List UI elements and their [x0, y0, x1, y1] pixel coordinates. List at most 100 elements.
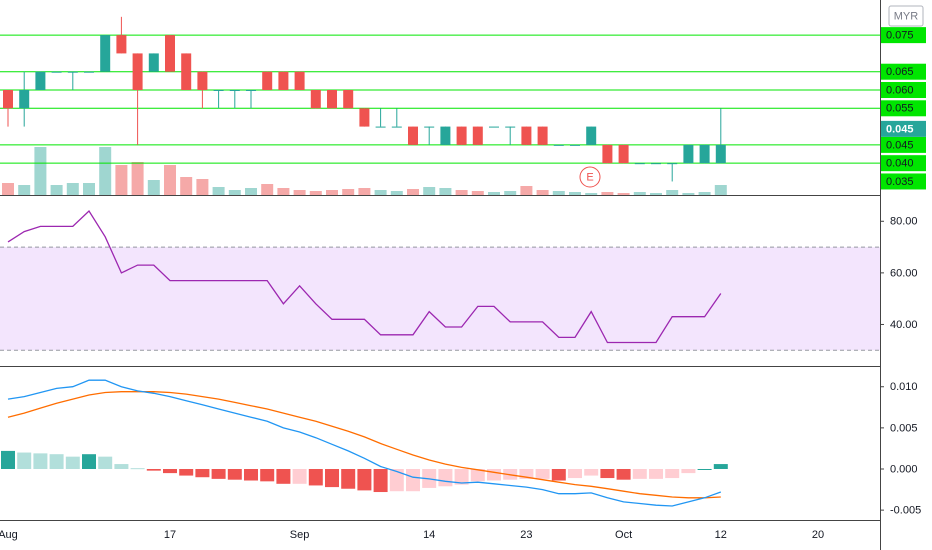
rsi-line	[7, 209, 722, 344]
macd-histogram-bar	[276, 469, 291, 484]
volume-bar	[455, 190, 468, 195]
macd-histogram-bar	[195, 469, 210, 478]
candle-body	[489, 126, 499, 128]
volume-bar	[245, 188, 257, 195]
candle-body	[440, 126, 451, 145]
volume-bar	[261, 184, 274, 195]
candle-body	[521, 126, 532, 145]
earnings-marker	[579, 166, 601, 188]
macd-histogram-bar	[163, 469, 177, 474]
macd-histogram-bar	[130, 468, 145, 470]
price-line-label: 0.065	[886, 66, 914, 78]
candle-body	[262, 71, 273, 90]
macd-histogram-bar	[65, 456, 80, 469]
volume-bar	[358, 188, 371, 195]
candle-body	[683, 144, 694, 164]
volume-bar	[471, 191, 484, 195]
y-tick-label: 80.00	[890, 216, 918, 228]
price-line-label: 0.040	[886, 158, 914, 170]
volume-bar	[633, 192, 646, 195]
volume-bar	[601, 192, 614, 195]
candle-body	[424, 126, 435, 128]
volume-bar	[99, 147, 112, 195]
x-tick-label: Aug	[0, 529, 18, 541]
macd-histogram-bar	[49, 454, 64, 469]
price-line-label: 0.055	[886, 103, 914, 115]
price-line-box	[881, 100, 926, 117]
macd-histogram-bar	[568, 469, 582, 479]
y-tick-label: 60.00	[890, 267, 918, 279]
candle-body	[715, 144, 726, 164]
candle-body	[213, 90, 224, 91]
x-tick-label: Sep	[290, 529, 310, 541]
volume-bar	[115, 165, 128, 195]
macd-histogram-bar	[179, 469, 194, 476]
macd-histogram-bar	[535, 469, 550, 479]
macd-histogram-bar	[308, 469, 323, 486]
candle-body	[359, 108, 370, 127]
volume-bar	[326, 190, 338, 195]
candle-body	[310, 90, 321, 109]
volume-bar	[228, 190, 241, 195]
signal-line	[7, 391, 721, 499]
candle-body	[472, 126, 483, 145]
y-tick-label: 0.005	[890, 422, 918, 434]
macd-line	[7, 379, 722, 507]
price-line-box	[881, 155, 926, 172]
volume-bar	[309, 191, 322, 195]
volume-bar	[617, 193, 630, 195]
candle-body	[505, 126, 516, 128]
candle-body	[343, 90, 354, 109]
volume-bar	[423, 187, 436, 195]
volume-bar	[50, 185, 63, 195]
macd-histogram-bar	[470, 469, 485, 482]
currency-label: MYR	[894, 10, 919, 22]
macd-histogram-bar	[292, 469, 307, 484]
rsi-band	[0, 247, 880, 351]
volume-bar	[585, 193, 598, 195]
y-tick-label: -0.005	[890, 505, 921, 517]
x-tick-label: 14	[423, 529, 435, 541]
volume-bar	[212, 187, 225, 195]
price-tick-box	[881, 173, 926, 190]
macd-histogram-bar	[681, 469, 696, 474]
volume-bar	[18, 185, 31, 195]
macd-histogram-bar	[551, 469, 566, 481]
candle-body	[278, 71, 289, 90]
macd-histogram-bar	[406, 469, 420, 492]
candle-body	[651, 163, 661, 165]
candle-body	[100, 35, 111, 72]
volume-bar	[569, 192, 581, 195]
candle-body	[602, 144, 613, 164]
volume-bar	[698, 192, 711, 195]
volume-bar	[277, 188, 290, 195]
volume-bar	[374, 190, 387, 195]
volume-bar	[164, 165, 176, 195]
volume-bar	[650, 193, 662, 195]
macd-histogram-bar	[389, 469, 404, 492]
candle-body	[181, 53, 192, 90]
macd-histogram-bar	[438, 469, 453, 487]
macd-histogram-bar	[244, 469, 258, 481]
x-tick-label: 20	[812, 529, 824, 541]
candle-body	[456, 126, 467, 145]
volume-bar	[390, 191, 403, 195]
volume-bar	[666, 190, 679, 195]
x-tick-label: 17	[164, 529, 176, 541]
x-tick-label: 23	[520, 529, 532, 541]
macd-histogram-bar	[632, 469, 647, 479]
macd-histogram-bar	[600, 469, 615, 479]
candle-body	[3, 90, 13, 109]
price-line-box	[881, 27, 926, 44]
candle-body	[327, 90, 337, 109]
price-line-label: 0.045	[886, 139, 914, 151]
macd-histogram-bar	[487, 469, 501, 481]
candle-body	[246, 90, 256, 91]
price-line-box	[881, 82, 926, 98]
currency-box	[888, 5, 924, 27]
macd-histogram-bar	[357, 469, 372, 491]
y-tick-label: 40.00	[890, 319, 918, 331]
candle-body	[197, 71, 208, 90]
last-price-label: 0.045	[886, 123, 914, 135]
price-line-box	[881, 63, 926, 80]
